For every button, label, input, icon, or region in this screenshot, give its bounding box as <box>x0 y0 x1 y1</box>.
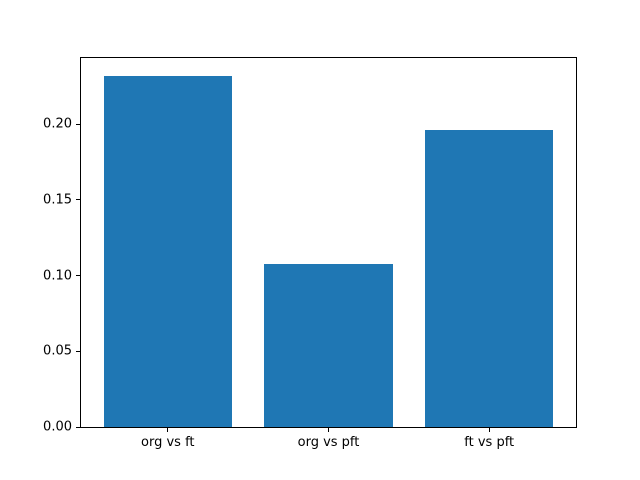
x-axis-tick-label: org vs ft <box>141 435 195 450</box>
x-axis-tick <box>328 428 329 432</box>
plot-area: 0.00 0.05 0.10 0.15 0.20 org vs ft org vs pft f… <box>43 57 577 449</box>
y-axis-tick <box>76 275 80 277</box>
x-axis-tick <box>167 428 169 432</box>
bar-ft-vs-pft <box>424 130 554 427</box>
bar-org-vs-pft <box>264 263 393 427</box>
y-axis-tick <box>76 426 80 428</box>
x-axis-tick-label: org vs pft <box>297 435 360 450</box>
y-axis-tick-label: 0.10 <box>43 268 72 284</box>
y-axis-tick <box>76 199 80 201</box>
y-axis-tick <box>76 350 80 352</box>
y-axis-tick-label: 0.15 <box>43 192 72 208</box>
y-axis-tick <box>76 123 80 125</box>
y-axis-tick-label: 0.20 <box>43 116 72 132</box>
y-axis-tick-label: 0.05 <box>43 343 72 359</box>
x-axis-tick-label: ft vs pft <box>464 435 515 450</box>
x-axis-tick <box>488 428 490 432</box>
y-axis-tick-label: 0.00 <box>43 419 72 435</box>
bar-org-vs-ft <box>103 75 233 427</box>
